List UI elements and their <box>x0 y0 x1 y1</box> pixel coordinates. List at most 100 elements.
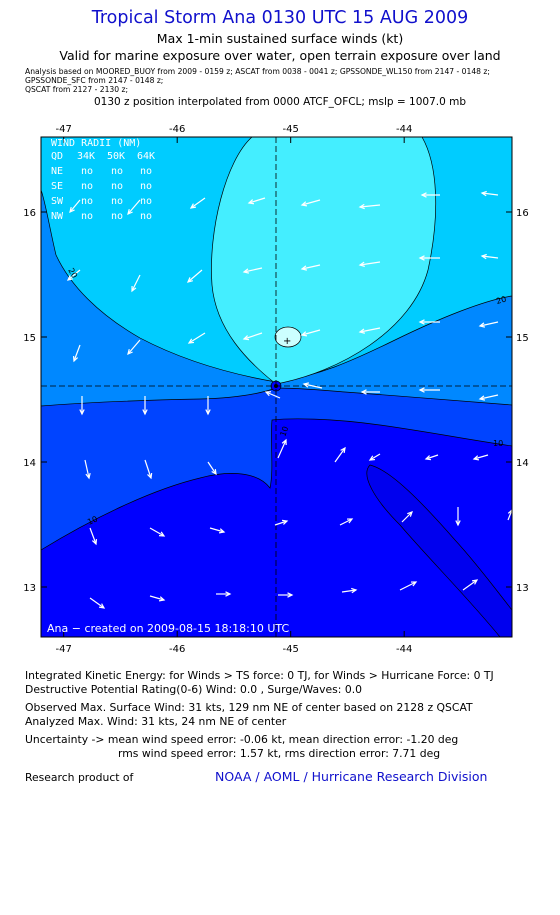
wind-vector <box>358 261 381 268</box>
wind-vector-head <box>127 209 133 216</box>
contour-label-20-west: 20 <box>66 267 79 280</box>
wind-vector-shaft <box>67 269 81 281</box>
wind-radii-se-64: no <box>140 181 152 192</box>
position-note: 0130 z position interpolated from 0000 A… <box>93 96 467 108</box>
wind-vector-head <box>218 528 226 534</box>
wind-vector <box>401 511 413 523</box>
wind-vector <box>149 527 166 537</box>
wind-radii-ne-label: NE <box>51 166 63 177</box>
wind-radii-sw-50: no <box>111 196 123 207</box>
uncertainty-line-2: rms wind speed error: 1.57 kt, rms direc… <box>118 747 441 760</box>
wind-radii-nw-34: no <box>81 211 93 222</box>
wind-vector <box>418 255 440 261</box>
wind-vector <box>480 253 499 260</box>
wind-vector-head <box>158 531 166 537</box>
wind-radii-header-qd: QD <box>51 151 63 162</box>
wind-vector-head <box>418 255 425 261</box>
plot-title: Tropical Storm Ana 0130 UTC 15 AUG 2009 <box>91 8 469 28</box>
wind-radii-ne-64: no <box>140 166 152 177</box>
dpr-line: Destructive Potential Rating(0-6) Wind: … <box>25 683 363 696</box>
wind-vector <box>149 595 166 602</box>
wind-vector-shaft <box>359 327 381 333</box>
wind-vector <box>142 396 148 416</box>
wind-vector-shaft <box>481 255 499 259</box>
band-0-10-south <box>41 418 512 637</box>
wind-vector-shaft <box>274 520 288 526</box>
wind-vector-shaft <box>507 509 512 521</box>
analysis-sources-line-3: QSCAT from 2127 - 2130 z; <box>25 85 129 94</box>
wind-vector-head <box>358 203 365 210</box>
wind-vector <box>368 453 381 461</box>
wind-vector <box>274 519 289 526</box>
wind-radii-se-50: no <box>111 181 123 192</box>
wind-vector <box>399 581 418 591</box>
wind-vector-shaft <box>187 269 203 283</box>
lon-tick-label-bottom: -46 <box>169 644 185 655</box>
lat-tick-label-left: 15 <box>23 333 36 344</box>
wind-vector <box>339 518 354 526</box>
wind-vector <box>187 332 206 344</box>
wind-vector <box>300 264 321 271</box>
wind-vector-shaft <box>69 199 81 213</box>
wind-vector-shaft <box>188 332 206 344</box>
wind-vector-shaft <box>399 581 417 591</box>
wind-radii-ne-50: no <box>111 166 123 177</box>
wind-vector <box>300 329 321 337</box>
wind-vector <box>186 269 203 283</box>
wind-vector <box>89 597 106 609</box>
wind-vector <box>242 267 263 274</box>
wind-vector-head <box>281 438 287 446</box>
wind-vector-head <box>79 409 85 416</box>
plot-frame <box>40 136 513 638</box>
wind-vector-head <box>472 455 480 461</box>
lat-tick-label-left: 14 <box>23 458 36 469</box>
wind-vector-shaft <box>303 383 323 389</box>
wind-radii-table: WIND RADII (NM) QD 34K 50K 64K NE no no … <box>51 138 155 222</box>
wind-vector-shaft <box>479 394 499 400</box>
wind-vector-head <box>147 472 153 480</box>
wind-vector-head <box>424 455 432 461</box>
wind-vector-head <box>300 201 308 207</box>
wind-vector-head <box>225 591 232 597</box>
wind-vector-shaft <box>73 344 81 362</box>
wind-vector-head <box>66 275 73 281</box>
wind-vector-head <box>85 472 91 480</box>
wind-vector-shaft <box>265 391 281 399</box>
wind-vector-head <box>507 509 512 516</box>
wind-map: -47 -47 -46 -46 -45 -45 -44 -44 13 13 14 14 15 15 16 16… <box>23 124 528 655</box>
wind-vector <box>455 507 461 527</box>
analyzed-max-line: Analyzed Max. Wind: 31 kts, 24 nm NE of … <box>25 715 287 728</box>
wind-radii-sw-label: SW <box>51 196 64 207</box>
wind-vector-shaft <box>131 274 141 292</box>
wind-vector <box>242 332 263 341</box>
wind-vector <box>478 394 499 401</box>
wind-vector-head <box>358 328 365 334</box>
wind-vector-head <box>242 335 250 341</box>
wind-vector <box>478 321 499 328</box>
wind-vector <box>360 389 380 395</box>
wind-vector-head <box>131 285 137 293</box>
wind-radii-sw-34: no <box>81 196 93 207</box>
wind-vector-shaft <box>301 329 321 336</box>
lon-tick-label-top: -46 <box>169 124 185 135</box>
wind-vector-head <box>418 319 425 325</box>
observed-max-line: Observed Max. Surface Wind: 31 kts, 129 … <box>25 701 473 714</box>
wind-vector-head <box>302 382 310 388</box>
wind-radii-ne-34: no <box>81 166 93 177</box>
wind-vector <box>358 327 381 334</box>
wind-vector <box>127 339 141 356</box>
wind-radii-header-64k: 64K <box>137 151 155 162</box>
wind-vector-head <box>300 265 308 271</box>
wind-vector-head <box>480 190 487 197</box>
wind-radii-header-50k: 50K <box>107 151 125 162</box>
wind-vector-head <box>264 391 272 397</box>
wind-vector-head <box>127 349 133 356</box>
wind-vector-shaft <box>479 321 499 327</box>
wind-vector-shaft <box>401 511 413 523</box>
wind-vector <box>216 591 232 597</box>
wind-vector-head <box>98 603 106 609</box>
wind-radii-nw-64: no <box>140 211 152 222</box>
lon-tick-label-bottom: -47 <box>56 644 72 655</box>
wind-vector-shaft <box>209 527 225 533</box>
max-wind-cell <box>274 326 302 348</box>
